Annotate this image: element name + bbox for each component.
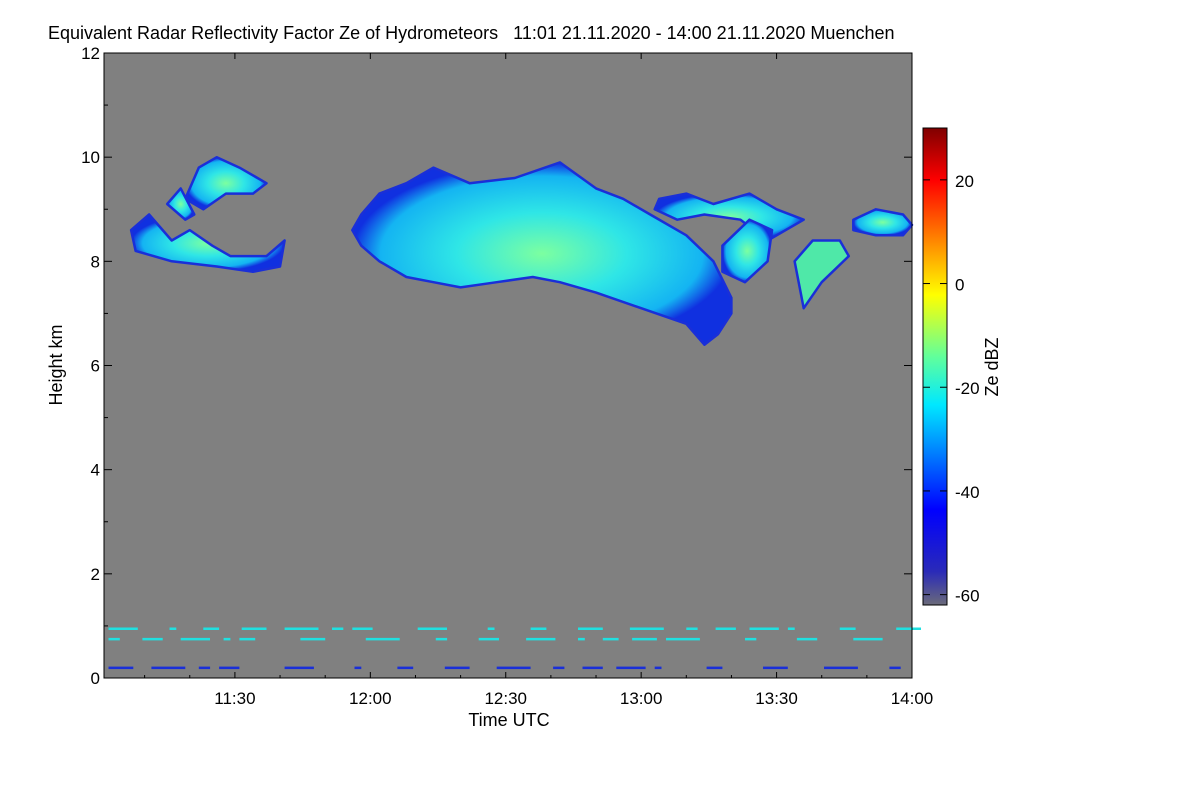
- clutter-streak: [151, 666, 186, 670]
- clutter-streak: [496, 666, 531, 670]
- clutter-streak: [332, 627, 344, 630]
- y-tick-label: 0: [91, 669, 100, 688]
- chart-title: Equivalent Radar Reflectivity Factor Ze …: [48, 23, 895, 43]
- colorbar: [922, 127, 948, 606]
- clutter-streak: [239, 637, 256, 641]
- clutter-streak: [749, 627, 779, 630]
- x-axis-label: Time UTC: [468, 710, 549, 730]
- echo-early-fragment: [165, 187, 196, 221]
- clutter-streak: [444, 666, 470, 670]
- clutter-streak: [241, 627, 267, 630]
- colorbar-tick-label: -60: [955, 587, 980, 606]
- clutter-streak: [108, 666, 134, 670]
- clutter-streak: [219, 666, 240, 670]
- clutter-streak: [435, 637, 448, 641]
- clutter-streak: [526, 637, 556, 641]
- clutter-streak: [203, 627, 220, 630]
- clutter-streak: [616, 666, 646, 670]
- clutter-streak: [284, 627, 319, 630]
- echo-late-fragment: [852, 208, 914, 237]
- y-tick-label: 4: [91, 461, 100, 480]
- clutter-streak: [284, 666, 314, 670]
- plot-area: [103, 52, 913, 679]
- clutter-streak: [666, 637, 700, 641]
- clutter-streak: [582, 666, 603, 670]
- clutter-streak: [417, 627, 447, 630]
- clutter-streak: [654, 666, 662, 670]
- x-tick-label: 12:30: [484, 689, 527, 708]
- colorbar-tick-label: 0: [955, 276, 964, 295]
- clutter-streak: [365, 637, 400, 641]
- clutter-streak: [787, 627, 795, 630]
- clutter-streak: [397, 666, 414, 670]
- clutter-streak: [300, 637, 326, 641]
- y-tick-label: 8: [91, 252, 100, 271]
- clutter-streak: [715, 627, 736, 630]
- clutter-streak: [108, 627, 138, 630]
- x-tick-label: 12:00: [349, 689, 392, 708]
- echo-main-cirrus: [351, 161, 733, 346]
- y-tick-label: 2: [91, 565, 100, 584]
- clutter-streak: [686, 627, 698, 630]
- clutter-streak: [706, 666, 723, 670]
- colorbar-tick-label: -20: [955, 379, 980, 398]
- clutter-streak: [889, 666, 901, 670]
- x-tick-label: 13:30: [755, 689, 798, 708]
- clutter-streak: [487, 627, 495, 630]
- clutter-streak: [629, 627, 664, 630]
- clutter-streak: [796, 637, 818, 641]
- y-axis: 0 2 4 6 8 10 12: [81, 44, 912, 688]
- clutter-streak: [853, 637, 883, 641]
- colorbar-label: Ze dBZ: [982, 337, 1002, 396]
- clutter-streak: [354, 666, 362, 670]
- echo-layer: [108, 155, 921, 670]
- x-tick-label: 14:00: [891, 689, 934, 708]
- echo-early-fragment: [184, 155, 268, 211]
- clutter-streak: [632, 637, 657, 641]
- y-tick-label: 10: [81, 148, 100, 167]
- y-tick-label: 12: [81, 44, 100, 63]
- clutter-streak: [578, 637, 585, 641]
- x-tick-label: 13:00: [620, 689, 663, 708]
- echo-late-fragment: [793, 239, 851, 310]
- clutter-streak: [896, 627, 921, 630]
- clutter-streak: [578, 627, 603, 630]
- clutter-streak: [352, 627, 373, 630]
- y-axis-label: Height km: [46, 324, 66, 405]
- clutter-streak: [180, 637, 210, 641]
- colorbar-tick-label: 20: [955, 172, 974, 191]
- clutter-streak: [169, 627, 177, 630]
- clutter-streak: [602, 637, 619, 641]
- clutter-streak: [839, 627, 856, 630]
- clutter-streak: [142, 637, 163, 641]
- clutter-streak: [478, 637, 499, 641]
- colorbar-ticks: -60 -40 -20 0 20: [923, 172, 980, 606]
- clutter-streak: [763, 666, 788, 670]
- clutter-streak: [223, 637, 231, 641]
- echo-early-fragment: [129, 213, 286, 274]
- echo-late-fragment: [721, 218, 774, 284]
- x-axis: 11:30 12:00 12:30 13:00 13:30 14:00: [144, 53, 934, 708]
- clutter-streak: [824, 666, 858, 670]
- clutter-streak: [530, 627, 547, 630]
- clutter-streak: [108, 637, 120, 641]
- y-tick-label: 6: [91, 357, 100, 376]
- clutter-streak: [198, 666, 211, 670]
- x-tick-label: 11:30: [214, 689, 255, 708]
- clutter-streak: [745, 637, 757, 641]
- colorbar-tick-label: -40: [955, 483, 980, 502]
- clutter-streak: [553, 666, 565, 670]
